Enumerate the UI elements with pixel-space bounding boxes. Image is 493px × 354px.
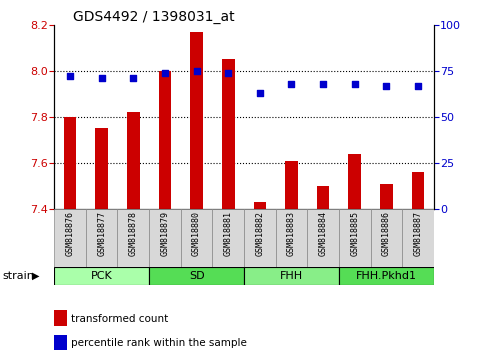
Text: GSM818886: GSM818886 xyxy=(382,211,391,256)
Text: SD: SD xyxy=(189,271,205,281)
Point xyxy=(98,75,106,81)
Bar xyxy=(64,117,76,209)
Bar xyxy=(190,32,203,209)
Bar xyxy=(159,71,171,209)
Bar xyxy=(253,202,266,209)
Bar xyxy=(54,209,86,267)
Bar xyxy=(285,161,298,209)
Point xyxy=(383,83,390,88)
Point xyxy=(287,81,295,86)
Text: GDS4492 / 1398031_at: GDS4492 / 1398031_at xyxy=(73,10,235,24)
Bar xyxy=(149,267,244,285)
Bar xyxy=(317,186,329,209)
Point xyxy=(319,81,327,86)
Bar xyxy=(244,209,276,267)
Bar xyxy=(181,209,212,267)
Bar xyxy=(244,267,339,285)
Text: GSM818882: GSM818882 xyxy=(255,211,264,256)
Point xyxy=(193,68,201,74)
Bar xyxy=(127,112,140,209)
Bar xyxy=(276,209,307,267)
Text: GSM818881: GSM818881 xyxy=(224,211,233,256)
Text: FHH.Pkhd1: FHH.Pkhd1 xyxy=(356,271,417,281)
Text: PCK: PCK xyxy=(91,271,112,281)
Text: GSM818876: GSM818876 xyxy=(66,211,74,256)
Text: strain: strain xyxy=(2,271,35,281)
Point xyxy=(161,70,169,75)
Bar xyxy=(349,154,361,209)
Text: ▶: ▶ xyxy=(32,271,39,281)
Bar xyxy=(149,209,181,267)
Text: GSM818884: GSM818884 xyxy=(318,211,328,256)
Point xyxy=(129,75,137,81)
Bar xyxy=(307,209,339,267)
Point xyxy=(256,90,264,96)
Bar xyxy=(54,267,149,285)
Text: GSM818883: GSM818883 xyxy=(287,211,296,256)
Bar xyxy=(95,129,108,209)
Bar xyxy=(412,172,424,209)
Bar xyxy=(371,209,402,267)
Bar xyxy=(380,184,393,209)
Text: GSM818880: GSM818880 xyxy=(192,211,201,256)
Point xyxy=(351,81,359,86)
Point xyxy=(414,83,422,88)
Text: FHH: FHH xyxy=(280,271,303,281)
Text: GSM818878: GSM818878 xyxy=(129,211,138,256)
Bar xyxy=(117,209,149,267)
Text: transformed count: transformed count xyxy=(71,314,169,324)
Text: percentile rank within the sample: percentile rank within the sample xyxy=(71,338,247,348)
Bar xyxy=(86,209,117,267)
Bar xyxy=(339,209,371,267)
Bar xyxy=(339,267,434,285)
Text: GSM818877: GSM818877 xyxy=(97,211,106,256)
Bar xyxy=(212,209,244,267)
Bar xyxy=(222,59,235,209)
Bar xyxy=(402,209,434,267)
Point xyxy=(224,70,232,75)
Text: GSM818879: GSM818879 xyxy=(160,211,170,256)
Text: GSM818885: GSM818885 xyxy=(350,211,359,256)
Point xyxy=(66,74,74,79)
Text: GSM818887: GSM818887 xyxy=(414,211,423,256)
